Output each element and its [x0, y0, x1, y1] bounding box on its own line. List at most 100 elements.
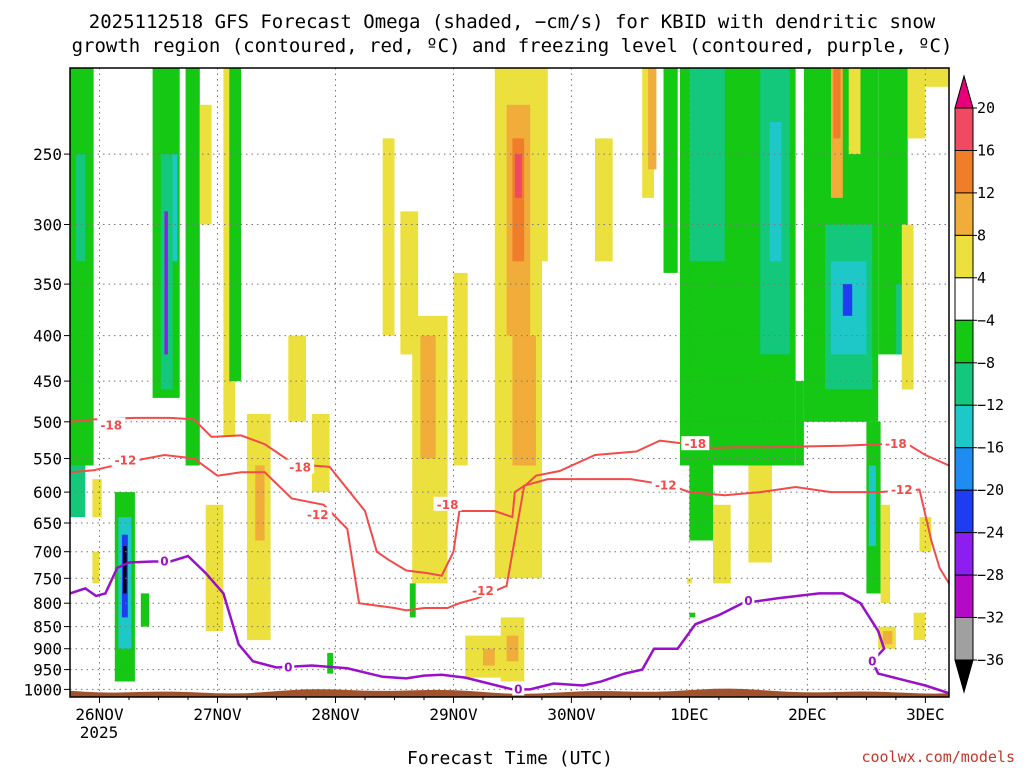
colorbar-segment-8 — [954, 447, 974, 491]
colorbar-label-7: −12 — [977, 396, 1004, 414]
omega-shading-layer — [70, 68, 949, 682]
omega-cell-64 — [882, 631, 893, 645]
watermark: coolwx.com/models — [861, 748, 1015, 766]
colorbar-segment-7 — [954, 404, 974, 449]
colorbar-segment-10 — [954, 532, 974, 576]
colorbar-bottom-arrow — [954, 659, 974, 694]
omega-cell-48 — [769, 122, 782, 262]
x-tick-label-28NOV: 28NOV — [311, 705, 360, 724]
contour-label-8: -18 — [885, 437, 907, 451]
plot-area: -18 -12 -18 -12 -18 -12 -18 -12 -18 -12 0 0 0 0 0 — [69, 67, 950, 698]
omega-cell-49 — [689, 465, 713, 541]
contour-label-5: -12 — [472, 584, 494, 598]
omega-cell-4 — [92, 551, 100, 584]
colorbar-label-11: −28 — [977, 566, 1004, 584]
terrain-surface — [70, 688, 949, 697]
colorbar-segment-11 — [954, 574, 974, 619]
omega-cell-8 — [123, 546, 127, 594]
omega-cell-45 — [689, 68, 725, 262]
omega-cell-12 — [164, 211, 168, 355]
y-tick-label-450: 450 — [33, 372, 62, 391]
colorbar-segment-5 — [954, 319, 974, 364]
grid-lines — [70, 68, 949, 697]
contour-label-bg-10 — [158, 553, 171, 568]
omega-cell-52 — [795, 381, 804, 466]
y-tick-label-950: 950 — [33, 661, 62, 680]
contour-label-bg-3 — [303, 507, 332, 522]
x-tick-label-30NOV: 30NOV — [547, 705, 596, 724]
omega-cell-14 — [185, 68, 200, 466]
colorbar-label-10: −24 — [977, 524, 1004, 542]
omega-cell-1 — [75, 154, 86, 262]
omega-cell-71 — [913, 612, 926, 640]
x-axis-time: 26NOV 27NOV 28NOV 29NOV 30NOV 1DEC 2DEC 3DEC — [75, 697, 945, 724]
omega-cell-39 — [536, 68, 548, 262]
chart-title-line-2: growth region (contoured, red, ºC) and f… — [72, 35, 953, 57]
omega-cell-27 — [420, 335, 436, 459]
contour-label-1: -12 — [115, 454, 137, 468]
omega-cell-29 — [453, 272, 468, 466]
x-tick-label-3DEC: 3DEC — [906, 705, 945, 724]
contour-label-bg-11 — [282, 659, 295, 674]
colorbar-label-1: 16 — [977, 142, 995, 160]
colorbar-top-arrow — [954, 74, 974, 109]
omega-cell-58 — [833, 68, 841, 139]
omega-cell-21 — [288, 335, 306, 422]
x-axis-title: Forecast Time (UTC) — [407, 748, 613, 768]
y-tick-label-800: 800 — [33, 594, 62, 613]
x-tick-label-1DEC: 1DEC — [670, 705, 709, 724]
contour-label-bg-7 — [651, 477, 680, 492]
colorbar-segment-9 — [954, 489, 974, 534]
omega-cell-20 — [255, 465, 265, 541]
contour-label-bg-1 — [111, 452, 140, 467]
y-tick-label-350: 350 — [33, 275, 62, 294]
y-axis-pressure: 250 300 350 400 450 500 550 600 650 700 750 800 850 9… — [23, 145, 70, 699]
contour-label-6: -18 — [684, 437, 706, 451]
x-tick-label-27NOV: 27NOV — [193, 705, 242, 724]
contour-label-14: 0 — [868, 654, 876, 668]
y-tick-label-600: 600 — [33, 483, 62, 502]
y-tick-label-1000: 1000 — [23, 680, 62, 699]
contour-label-bg-12 — [512, 681, 525, 696]
colorbar-label-3: 8 — [977, 226, 986, 244]
contour-label-2: -18 — [289, 461, 311, 475]
y-tick-label-400: 400 — [33, 327, 62, 346]
contour-label-3: -12 — [307, 508, 329, 522]
omega-cell-13 — [172, 154, 178, 262]
y-tick-label-650: 650 — [33, 514, 62, 533]
contour-label-bg-8 — [881, 436, 910, 451]
contour-label-bg-4 — [433, 496, 462, 511]
x-tick-label-29NOV: 29NOV — [429, 705, 478, 724]
omega-cell-40 — [595, 138, 613, 262]
dgz-minus18-contour — [69, 416, 950, 577]
x-tick-label-26NOV: 26NOV — [75, 705, 124, 724]
omega-cell-16 — [205, 504, 224, 632]
colorbar-label-9: −20 — [977, 481, 1004, 499]
colorbar-segment-1 — [954, 150, 974, 194]
contour-label-9: -12 — [891, 483, 913, 497]
contour-label-bg-2 — [286, 459, 315, 474]
omega-cell-15 — [199, 104, 212, 225]
colorbar-segment-6 — [954, 362, 974, 406]
contour-label-13: 0 — [744, 594, 752, 608]
contour-label-bg-14 — [866, 653, 879, 668]
chart-title-line-1: 2025112518 GFS Forecast Omega (shaded, −… — [89, 11, 936, 33]
contour-label-0: -18 — [100, 419, 122, 433]
contour-label-bg-13 — [742, 592, 755, 607]
omega-cell-46 — [724, 224, 755, 437]
omega-cell-3 — [92, 479, 102, 518]
omega-cell-34 — [512, 138, 525, 262]
omega-cell-42 — [648, 68, 657, 170]
contour-label-12: 0 — [514, 682, 522, 696]
colorbar-segment-2 — [954, 192, 974, 236]
omega-cell-28 — [409, 583, 416, 618]
colorbar-label-4: 4 — [977, 269, 986, 287]
omega-cell-67 — [901, 224, 914, 390]
contour-label-11: 0 — [284, 661, 292, 675]
omega-cell-51 — [748, 465, 772, 563]
contour-label-bg-6 — [681, 436, 710, 451]
omega-cell-66 — [895, 284, 905, 355]
omega-cell-23 — [327, 652, 334, 674]
colorbar: 20 16 12 8 4 −4 −8 −12 −16 −20 −24 −28 −32 −36 — [954, 74, 1004, 694]
plot-frame — [69, 67, 950, 698]
